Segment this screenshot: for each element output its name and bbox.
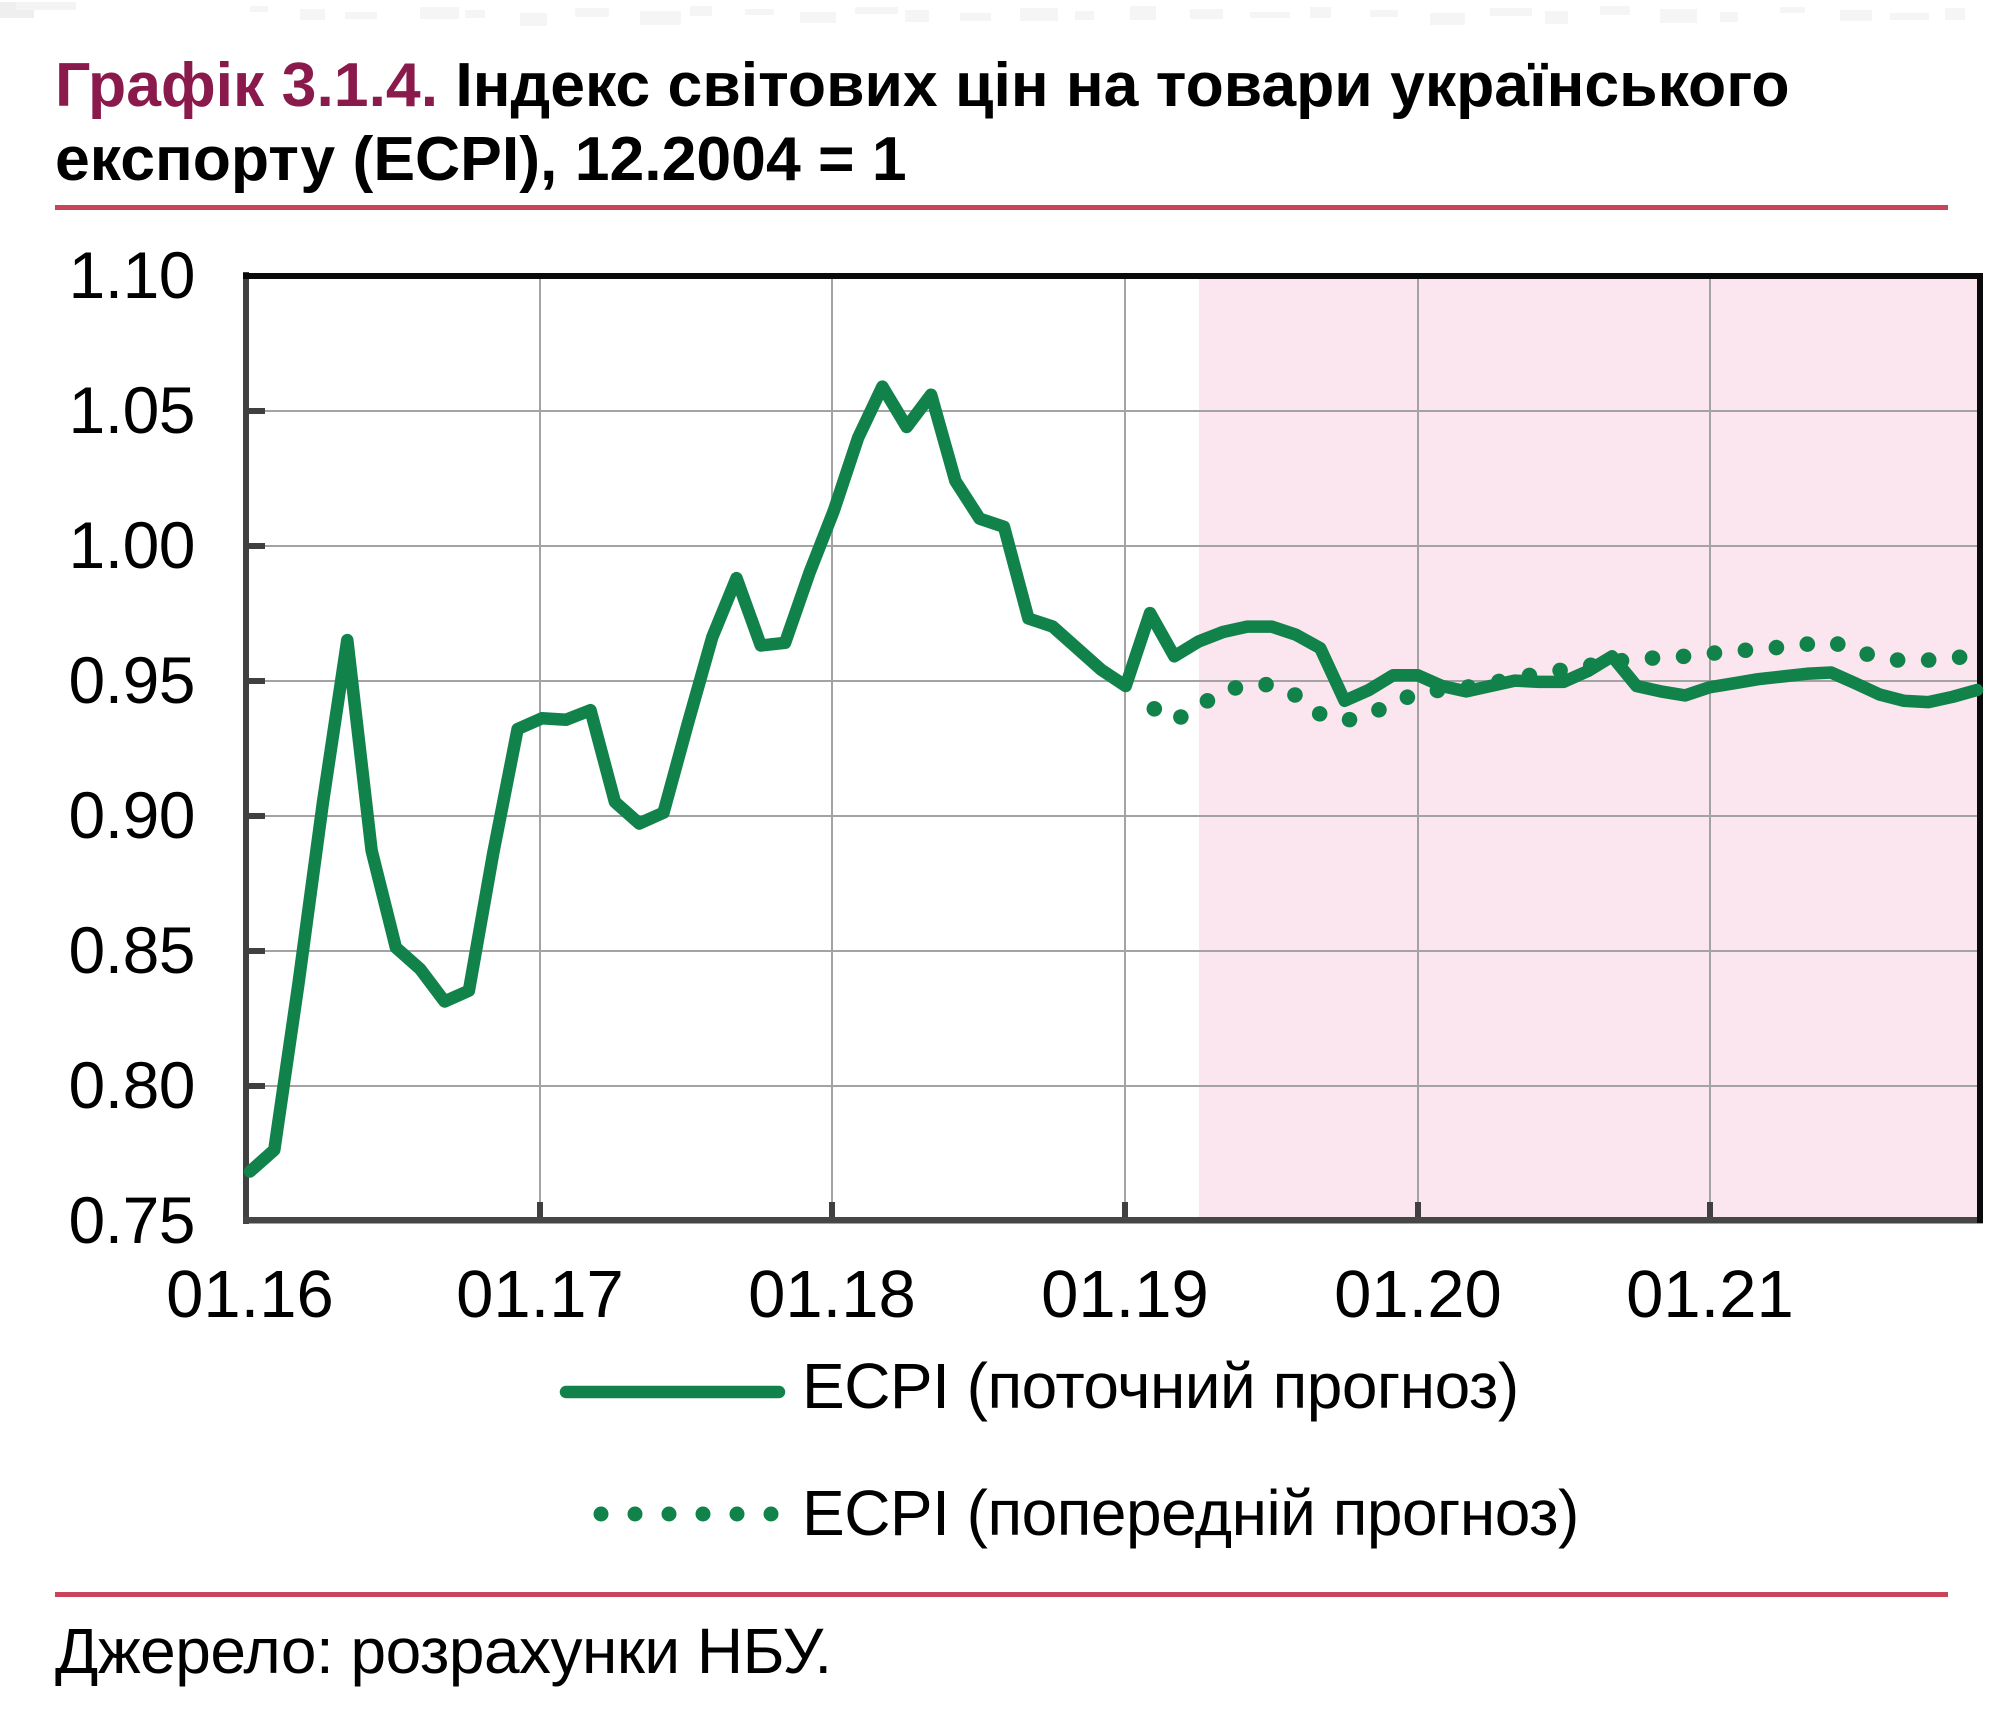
svg-text:1.00: 1.00 [69,508,195,582]
svg-text:1.05: 1.05 [69,373,195,447]
svg-text:0.90: 0.90 [69,778,195,852]
svg-text:01.19: 01.19 [1041,1257,1209,1332]
svg-text:01.17: 01.17 [456,1257,624,1332]
svg-text:01.21: 01.21 [1626,1257,1794,1332]
svg-text:01.20: 01.20 [1334,1257,1502,1332]
svg-text:1.10: 1.10 [69,238,195,312]
svg-text:ECPI (поточний прогноз): ECPI (поточний прогноз) [802,1350,1519,1422]
svg-text:0.85: 0.85 [69,913,195,987]
svg-text:01.18: 01.18 [748,1257,916,1332]
svg-text:0.80: 0.80 [69,1048,195,1122]
svg-text:0.75: 0.75 [69,1183,195,1257]
svg-text:01.16: 01.16 [166,1257,334,1332]
svg-text:0.95: 0.95 [69,643,195,717]
svg-text:ECPI (попередній прогноз): ECPI (попередній прогноз) [802,1477,1579,1549]
